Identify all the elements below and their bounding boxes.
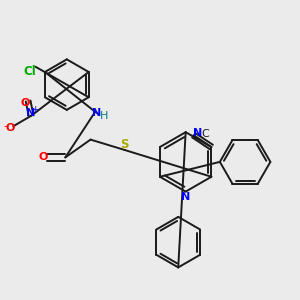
Text: H: H [100,111,108,121]
Text: +: + [31,105,38,114]
Text: O: O [38,152,48,162]
Text: N: N [92,108,101,118]
Text: O: O [6,123,15,133]
Text: N: N [26,108,36,118]
Text: N: N [193,128,202,138]
Text: O: O [20,98,30,108]
Text: -: - [3,121,7,131]
Text: Cl: Cl [23,65,36,78]
Text: S: S [121,138,129,151]
Text: C: C [202,129,209,139]
Text: N: N [181,192,190,202]
